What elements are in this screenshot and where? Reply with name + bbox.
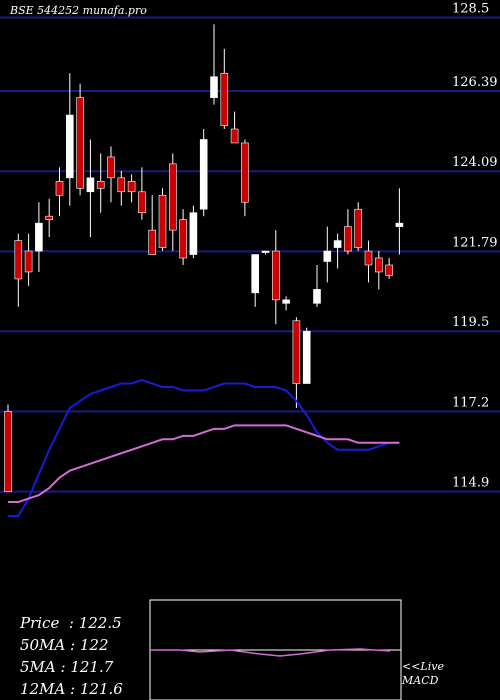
stat-50ma: 50MA : 122 [20,636,109,654]
candle-body [251,254,259,294]
candle-body [385,264,393,276]
ma-line [8,424,400,504]
candle-body [302,330,311,384]
candle-body [169,163,177,231]
y-tick-label: 128.5 [452,1,489,16]
candle-body [220,72,229,126]
candle-body [35,222,43,252]
candle-body [364,250,373,266]
y-tick-label: 121.79 [452,235,498,250]
y-tick-label: 114.9 [452,476,489,491]
candle-body [292,320,301,384]
candle-body [86,177,95,193]
candle-body [127,181,136,193]
stat-price: Price : 122.5 [20,614,122,632]
candle-body [241,142,249,203]
y-tick-label: 124.09 [452,155,498,170]
candle-body [189,212,198,255]
candle-body [24,250,33,273]
candle-body [199,139,208,210]
live-link[interactable]: <<Live [402,660,444,673]
y-axis-ticks: 128.5 126.39 124.09 121.79 119.5 117.2 114.9 [452,1,498,490]
macd-label: MACD [402,674,439,687]
candle-body [313,289,321,304]
candle-body [261,250,270,253]
y-tick-label: 117.2 [452,395,489,410]
candle-body [230,128,239,144]
candle-body [117,177,126,193]
candle-body [138,191,146,213]
moving-average-lines [8,378,400,517]
candle-body [210,76,218,98]
candle-body [333,240,342,248]
candle-body [148,229,156,255]
candle-body [158,194,167,248]
candle-body [14,240,23,280]
candle-body [354,208,363,248]
stats-panel: Price : 122.5 50MA : 122 5MA : 121.7 12M… [20,612,123,700]
candle-body [344,226,352,252]
candlesticks [4,24,404,492]
candle-body [4,411,12,492]
candle-body [271,250,280,301]
candle-body [107,156,115,179]
y-tick-label: 119.5 [452,315,489,330]
candle-body [323,250,332,262]
candle-body [282,299,290,304]
candle-body [395,222,404,227]
candle-body [76,97,84,189]
stat-12ma: 12MA : 121.6 [20,680,123,698]
stat-5ma: 5MA : 121.7 [20,658,114,676]
candle-body [55,181,64,196]
y-tick-label: 126.39 [452,75,498,90]
candle-body [179,219,187,259]
chart-title: BSE 544252 munafa.pro [10,4,147,17]
ma-line [8,378,400,517]
live-macd-label: <<Live MACD [402,660,444,688]
candle-body [374,257,383,273]
grid-lines [0,16,500,493]
candle-body [96,181,105,189]
macd-line [150,648,391,657]
candle-body [45,215,54,220]
candle-body [66,114,74,179]
